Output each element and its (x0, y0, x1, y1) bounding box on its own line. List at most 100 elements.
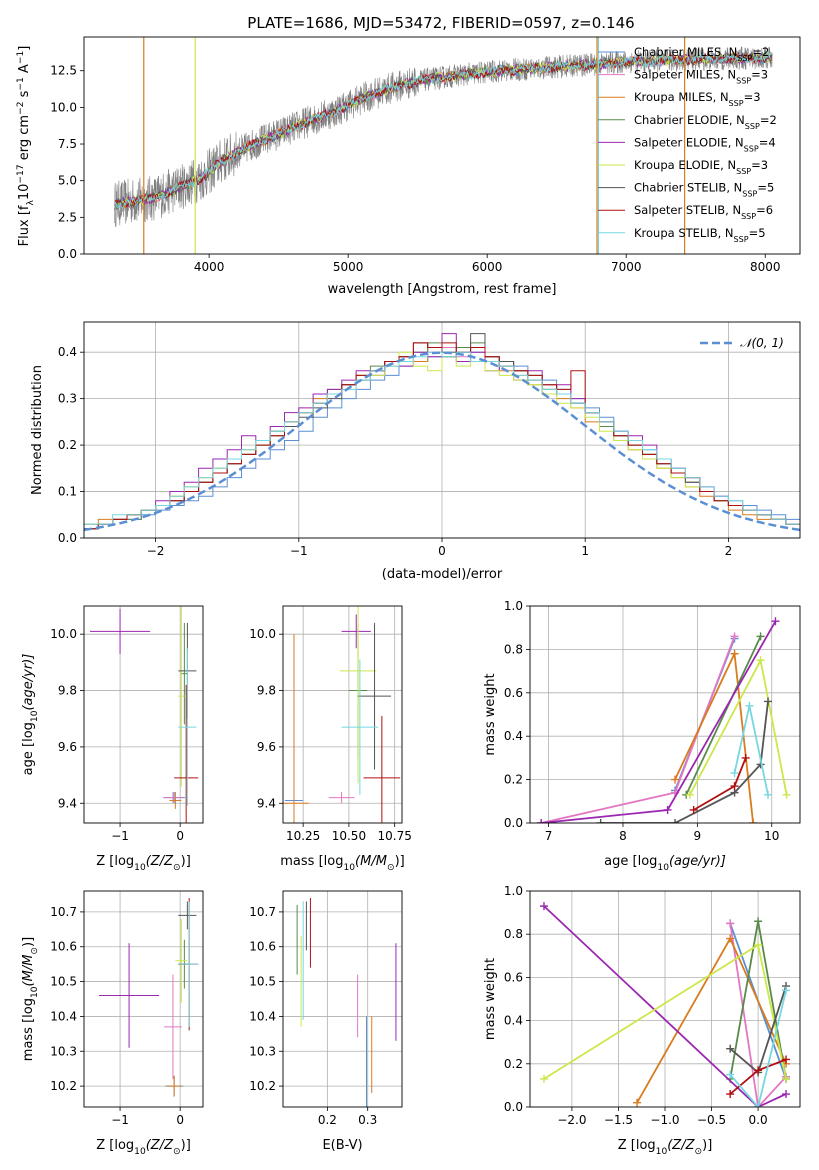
x-tick-label: 8000 (750, 260, 781, 274)
y-tick-label: 0.1 (58, 485, 77, 499)
plot-area-mass-vs-EBV (283, 891, 402, 1107)
x-axis-label: wavelength [Angstrom, rest frame] (328, 282, 557, 297)
x-tick-label: −1 (290, 544, 308, 558)
y-tick-label: 10.5 (249, 975, 276, 989)
weight-line-1 (729, 923, 787, 1107)
y-tick-label: 0.3 (58, 392, 77, 406)
weight-marker-6 (671, 819, 680, 823)
y-tick-label: 0.2 (504, 1057, 523, 1071)
weight-marker-7 (782, 1055, 791, 1064)
y-tick-label: 9.4 (257, 796, 276, 810)
x-tick-label: 0.0 (749, 1113, 768, 1127)
weight-marker-5 (782, 1074, 791, 1083)
legend-spectrum: Chabrier MILES, NSSP=2 Salpeter MILES, NS… (598, 45, 777, 243)
weight-marker-8 (730, 769, 739, 778)
x-tick-label: −0.5 (697, 1113, 726, 1127)
weight-marker-8 (754, 1103, 763, 1107)
weight-marker-6 (764, 697, 773, 706)
plot-area-mass-weight-vs-age (530, 606, 800, 823)
y-tick-label: 9.8 (257, 684, 276, 698)
y-axis-label: mass [log10(M/M⊙)] (21, 937, 40, 1061)
weight-marker-2 (633, 1098, 642, 1107)
y-tick-label: 10.7 (50, 905, 77, 919)
y-tick-label: 10.2 (50, 1079, 77, 1093)
x-tick-label: 0 (176, 829, 184, 843)
y-tick-label: 10.5 (50, 975, 77, 989)
weight-marker-4 (537, 819, 546, 823)
y-tick-label: 0.8 (504, 927, 523, 941)
x-axis-label: Z [log10(Z/Z⊙)] (96, 854, 191, 873)
weight-marker-7 (689, 805, 698, 814)
x-axis-label: E(B-V) (322, 1138, 362, 1153)
weight-line-6 (600, 701, 769, 823)
y-tick-label: 10.0 (50, 627, 77, 641)
y-tick-label: 10.0 (249, 627, 276, 641)
weight-marker-5 (754, 941, 763, 949)
y-tick-label: 10.3 (249, 1044, 276, 1058)
x-axis-label: (data-model)/error (382, 567, 503, 582)
x-tick-label: 10.75 (377, 829, 411, 843)
normal-reference-curve (84, 351, 800, 532)
x-tick-label: 10 (764, 829, 779, 843)
weight-marker-1 (726, 919, 735, 928)
x-tick-label: −1.0 (650, 1113, 679, 1127)
weight-marker-8 (745, 701, 754, 710)
y-tick-label: 0.6 (504, 686, 523, 700)
x-tick-label: 0 (176, 1113, 184, 1127)
legend-label: Kroupa STELIB, NSSP=5 (634, 226, 766, 244)
y-tick-label: 9.4 (58, 796, 77, 810)
x-tick-label: −1 (111, 1113, 129, 1127)
legend-label: Salpeter ELODIE, NSSP=4 (634, 135, 776, 153)
weight-line-4 (543, 905, 787, 1107)
y-tick-label: 10.6 (50, 940, 77, 954)
y-tick-label: 10.7 (249, 905, 276, 919)
weight-line-4 (541, 620, 777, 823)
y-tick-label: 0.0 (504, 816, 523, 830)
y-axis-label: mass weight (483, 958, 498, 1040)
weight-marker-6 (596, 819, 605, 823)
x-tick-label: 1 (581, 544, 589, 558)
panel-mass-vs-EBV: 0.2 0.3 10.2 10.3 10.4 10.5 10.6 10.7 E(B-V) (249, 890, 403, 1153)
panel-mass-weight-vs-age: 7 8 9 10 0.0 0.2 0.4 0.6 0.8 1.0 age [log10(age/yr… (483, 599, 801, 873)
x-tick-label: 2 (725, 544, 733, 558)
plot-area-age-vs-mass (283, 606, 402, 823)
weight-marker-8 (764, 790, 773, 799)
weight-marker-3 (754, 917, 763, 926)
y-tick-label: 0.6 (504, 970, 523, 984)
y-tick-label: 0.0 (58, 247, 77, 261)
panel-age-vs-mass: 10.25 10.50 10.75 9.4 9.6 9.8 10.0 mass [log10(… (249, 605, 412, 873)
x-tick-label: 0.2 (318, 1113, 337, 1127)
y-tick-label: 0.4 (58, 345, 77, 359)
weight-marker-2 (726, 934, 735, 943)
weight-line-1 (541, 636, 736, 823)
weight-line-7 (693, 757, 747, 811)
x-axis-label: mass [log10(M/M⊙)] (280, 854, 404, 873)
y-tick-label: 10.6 (249, 940, 276, 954)
weight-marker-1 (730, 632, 739, 641)
y-tick-label: 0.4 (504, 1014, 523, 1028)
x-axis-label: Z [log10(Z/Z⊙)] (96, 1138, 191, 1157)
weight-marker-2 (671, 775, 680, 784)
weight-marker-7 (726, 1090, 735, 1099)
legend-residuals: 𝒩(0, 1) (700, 336, 784, 350)
weight-marker-7 (730, 782, 739, 791)
axes-frame (83, 890, 204, 1108)
y-axis-label: mass weight (483, 673, 498, 755)
spectrum-data-line (114, 46, 773, 227)
plot-area-age-vs-Z (84, 606, 203, 823)
weight-marker-7 (741, 753, 750, 762)
y-tick-label: 5.0 (58, 174, 77, 188)
legend-label: Chabrier MILES, NSSP=2 (634, 45, 769, 63)
histogram-series-8 (84, 351, 800, 538)
weight-marker-5 (756, 656, 765, 665)
y-tick-label: 0.0 (504, 1100, 523, 1114)
x-tick-label: 0 (438, 544, 446, 558)
weight-marker-5 (539, 1074, 548, 1083)
y-tick-label: 7.5 (58, 137, 77, 151)
weight-marker-4 (663, 805, 672, 814)
y-axis-label: Normed distribution (30, 365, 45, 495)
weight-marker-3 (756, 632, 765, 641)
weight-line-3 (685, 636, 762, 796)
axes-frame (529, 605, 801, 824)
